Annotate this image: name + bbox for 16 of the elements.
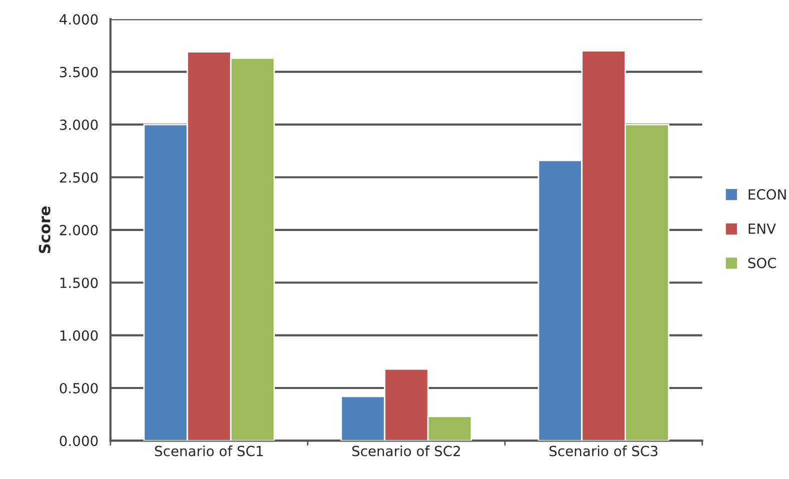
y-tick-label: 1.500 (60, 278, 98, 288)
legend-label: SOC (748, 258, 776, 268)
legend-label: ENV (748, 224, 776, 234)
y-axis-title: Score (38, 206, 50, 254)
y-tick-label: 3.000 (60, 120, 98, 130)
x-tick-label: Scenario of SC2 (352, 446, 460, 456)
y-tick-label: 3.500 (60, 66, 98, 78)
y-tick-label: 4.000 (60, 14, 98, 25)
y-tick-label: 2.500 (60, 172, 98, 183)
legend-label: ECON (748, 189, 786, 200)
y-tick-label: 2.000 (60, 224, 98, 236)
y-tick-label: 0.000 (60, 436, 98, 446)
y-tick-label: 0.500 (60, 382, 98, 394)
x-tick-label: Scenario of SC3 (550, 446, 658, 456)
y-tick-label: 1.000 (60, 330, 98, 341)
x-tick-label: Scenario of SC1 (155, 446, 263, 456)
